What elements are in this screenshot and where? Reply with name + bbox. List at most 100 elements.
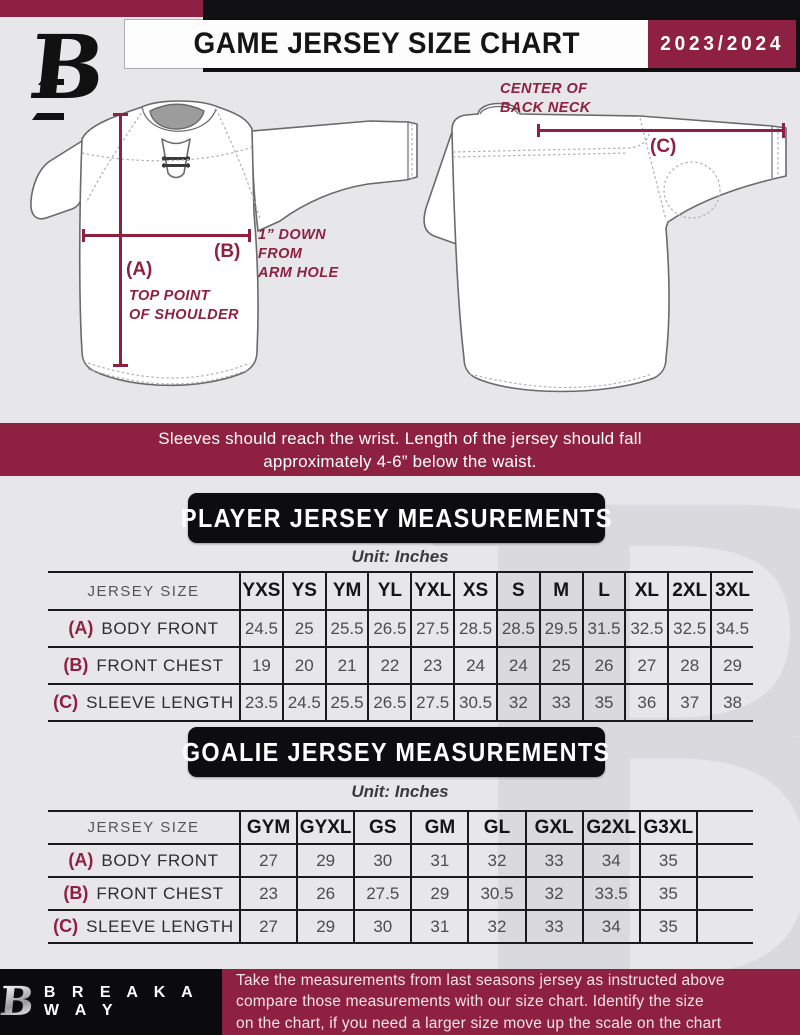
measurement-value <box>695 845 753 876</box>
measurement-value: 32 <box>495 685 539 720</box>
row-label: (B) FRONT CHEST <box>48 648 239 683</box>
table-row: (A) BODY FRONT 27 29 30 31 32 33 34 35 <box>48 845 753 878</box>
measurement-value <box>695 911 753 942</box>
size-column-header: GS <box>353 812 410 843</box>
measurement-value: 26 <box>581 648 625 683</box>
footer-brand-name: B R E A K A W A Y <box>43 984 199 1019</box>
season-badge: 2023/2024 <box>648 20 796 68</box>
measurement-value: 24 <box>495 648 539 683</box>
measurement-value: 27 <box>239 845 296 876</box>
season-label: 2023/2024 <box>659 32 785 55</box>
footer-logo-letter-icon: B <box>0 978 36 1025</box>
row-label: (B) FRONT CHEST <box>48 878 239 909</box>
measurement-value: 26.5 <box>367 685 410 720</box>
measurement-value: 30 <box>353 911 410 942</box>
table-header-row: JERSEY SIZE YXS YS YM YL YXL XS S M L XL 2XL 3XL <box>48 573 753 611</box>
measure-line-B-left-cap <box>82 229 85 242</box>
measurement-value: 34 <box>581 911 639 942</box>
row-measure-name: FRONT CHEST <box>96 883 224 903</box>
measurement-value: 25 <box>538 648 582 683</box>
measure-line-A-bottom-cap <box>113 364 128 367</box>
size-column-header: G2XL <box>581 812 639 843</box>
measurement-value: 32 <box>524 878 582 909</box>
row-key: (A) <box>68 618 94 638</box>
back-jersey-diagram <box>423 102 787 393</box>
measure-line-C <box>537 129 785 132</box>
measurement-value: 29 <box>296 845 353 876</box>
size-column-header: YS <box>281 573 325 609</box>
row-measure-name: BODY FRONT <box>101 618 219 638</box>
measurement-value: 25.5 <box>324 685 368 720</box>
measure-line-C-right-cap <box>782 123 785 138</box>
row-key: (C) <box>53 692 79 712</box>
hockey-stick-blade-icon <box>32 113 64 120</box>
table-row: (B) FRONT CHEST 23 26 27.5 29 30.5 32 33.5 35 <box>48 878 753 911</box>
measurement-value: 19 <box>239 648 282 683</box>
measurement-value: 25.5 <box>324 611 368 646</box>
measurement-value: 29 <box>710 648 753 683</box>
player-unit-label: Unit: Inches <box>351 547 449 566</box>
size-column-header: XS <box>453 573 496 609</box>
size-column-header: L <box>581 573 625 609</box>
measurement-value: 28 <box>667 648 710 683</box>
measurement-value: 34.5 <box>710 611 753 646</box>
measurement-value: 24 <box>453 648 496 683</box>
measurement-value: 23 <box>410 648 453 683</box>
row-measure-name: SLEEVE LENGTH <box>86 692 234 712</box>
brand-logo: B <box>25 15 120 125</box>
footer-instructions: Take the measurements from last seasons … <box>222 969 800 1035</box>
measurement-value: 29.5 <box>538 611 582 646</box>
row-measure-name: SLEEVE LENGTH <box>86 916 234 936</box>
measurement-value: 34 <box>581 845 639 876</box>
title-banner: GAME JERSEY SIZE CHART <box>125 20 648 68</box>
row-key: (A) <box>68 850 94 870</box>
table-header-row: JERSEY SIZE GYM GYXL GS GM GL GXL G2XL G3XL <box>48 812 753 845</box>
measure-key-A: (A) <box>126 259 153 280</box>
goalie-section-title: GOALIE JERSEY MEASUREMENTS <box>182 736 611 767</box>
measurement-value: 26 <box>296 878 353 909</box>
measurement-value: 32.5 <box>667 611 710 646</box>
measurement-value: 35 <box>638 845 696 876</box>
footer-instruction-line: on the chart, if you need a larger size … <box>236 1014 722 1032</box>
measurement-value: 21 <box>324 648 368 683</box>
measurement-value: 35 <box>581 685 625 720</box>
measurement-value: 33 <box>538 685 582 720</box>
top-left-maroon-strip <box>0 0 203 17</box>
measurement-value: 20 <box>281 648 325 683</box>
table-row: (C) SLEEVE LENGTH 27 29 30 31 32 33 34 35 <box>48 911 753 944</box>
row-label: (A) BODY FRONT <box>48 611 239 646</box>
measure-line-C-left-cap <box>537 124 540 137</box>
measure-note-B: 1” DOWN FROM ARM HOLE <box>258 227 339 281</box>
fit-note-line1: Sleeves should reach the wrist. Length o… <box>158 428 642 448</box>
row-measure-name: FRONT CHEST <box>96 655 224 675</box>
measurement-value: 27 <box>239 911 296 942</box>
goalie-section-header: GOALIE JERSEY MEASUREMENTS <box>182 727 609 777</box>
measure-key-B: (B) <box>214 241 241 262</box>
size-column-header: GYM <box>239 812 296 843</box>
goalie-size-table: JERSEY SIZE GYM GYXL GS GM GL GXL G2XL G3XL (A) BO… <box>48 810 753 944</box>
size-column-header: XL <box>624 573 667 609</box>
measurement-value: 37 <box>667 685 710 720</box>
measurement-value: 23 <box>239 878 296 909</box>
row-label: (A) BODY FRONT <box>48 845 239 876</box>
measurement-value: 28.5 <box>453 611 496 646</box>
measurement-value: 36 <box>624 685 667 720</box>
measurement-value: 32 <box>467 911 524 942</box>
measurement-value: 24.5 <box>239 611 282 646</box>
measurement-value: 31.5 <box>581 611 625 646</box>
page-title: GAME JERSEY SIZE CHART <box>193 27 580 60</box>
measure-line-A <box>119 114 122 366</box>
measurement-value: 38 <box>710 685 753 720</box>
measurement-value: 35 <box>638 911 696 942</box>
measurement-value: 32 <box>467 845 524 876</box>
measurement-value: 22 <box>367 648 410 683</box>
footer-brand-box: B B R E A K A W A Y <box>0 969 222 1035</box>
measurement-value: 30.5 <box>453 685 496 720</box>
goalie-unit-label: Unit: Inches <box>351 782 449 801</box>
size-column-header: G3XL <box>638 812 696 843</box>
hockey-stick-blade-icon <box>38 79 64 85</box>
fit-note-banner: Sleeves should reach the wrist. Length o… <box>0 423 800 476</box>
table-row: (B) FRONT CHEST 19 20 21 22 23 24 24 25 26 27 28 29 <box>48 648 753 685</box>
row-measure-name: BODY FRONT <box>101 850 219 870</box>
measurement-value: 33 <box>524 911 582 942</box>
